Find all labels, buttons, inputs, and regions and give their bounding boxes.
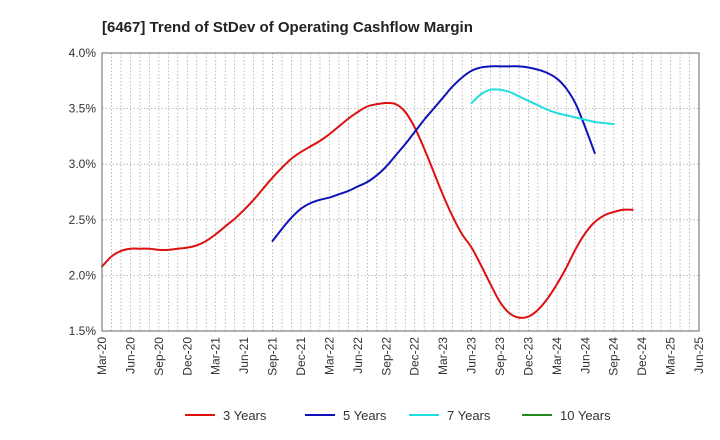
x-tick-label: Mar-21 [209,337,223,375]
x-tick-label: Jun-25 [692,337,706,374]
plot-area [102,53,699,331]
x-tick-label: Sep-23 [493,337,507,376]
x-tick-label: Mar-25 [664,337,678,375]
x-tick-label: Jun-22 [351,337,365,374]
x-tick-label: Jun-21 [237,337,251,374]
x-tick-label: Mar-23 [436,337,450,375]
x-tick-label: Jun-20 [123,337,137,374]
x-tick-label: Jun-24 [578,337,592,374]
legend-label-1: 3 Years [223,408,267,423]
series-line-1 [101,102,634,319]
y-tick-label: 2.5% [69,213,97,227]
y-axis-ticks: 1.5% 2.0% 2.5% 3.0% 3.5% 4.0% [69,46,97,338]
series-line-3 [470,88,615,126]
x-tick-label: Dec-24 [635,337,649,376]
x-axis-ticks: Mar-20 Jun-20 Sep-20 Dec-20 Mar-21 Jun-21 Sep-… [95,337,706,376]
legend-label-4: 10 Years [560,408,611,423]
x-tick-label: Dec-22 [408,337,422,376]
x-tick-label: Dec-20 [180,337,194,376]
series-lines [101,65,634,319]
plot-frame [101,52,700,332]
y-tick-label: 3.0% [69,157,97,171]
y-tick-label: 4.0% [69,46,97,60]
legend-label-2: 5 Years [343,408,387,423]
x-tick-label: Jun-23 [465,337,479,374]
y-tick-label: 1.5% [69,324,97,338]
x-tick-label: Sep-22 [379,337,393,376]
x-tick-label: Dec-21 [294,337,308,376]
grid-lines [102,53,699,331]
series-line-2 [271,65,596,242]
legend: 3 Years 5 Years 7 Years 10 Years [185,408,611,423]
x-tick-label: Mar-20 [95,337,109,375]
x-tick-label: Sep-21 [266,337,280,376]
y-tick-label: 2.0% [69,268,97,282]
x-tick-label: Mar-24 [550,337,564,375]
x-tick-label: Dec-23 [521,337,535,376]
x-tick-label: Sep-20 [152,337,166,376]
y-tick-label: 3.5% [69,102,97,116]
legend-label-3: 7 Years [447,408,491,423]
x-tick-label: Mar-22 [322,337,336,375]
chart-title: [6467] Trend of StDev of Operating Cashf… [102,19,473,36]
x-tick-label: Sep-24 [607,337,621,376]
